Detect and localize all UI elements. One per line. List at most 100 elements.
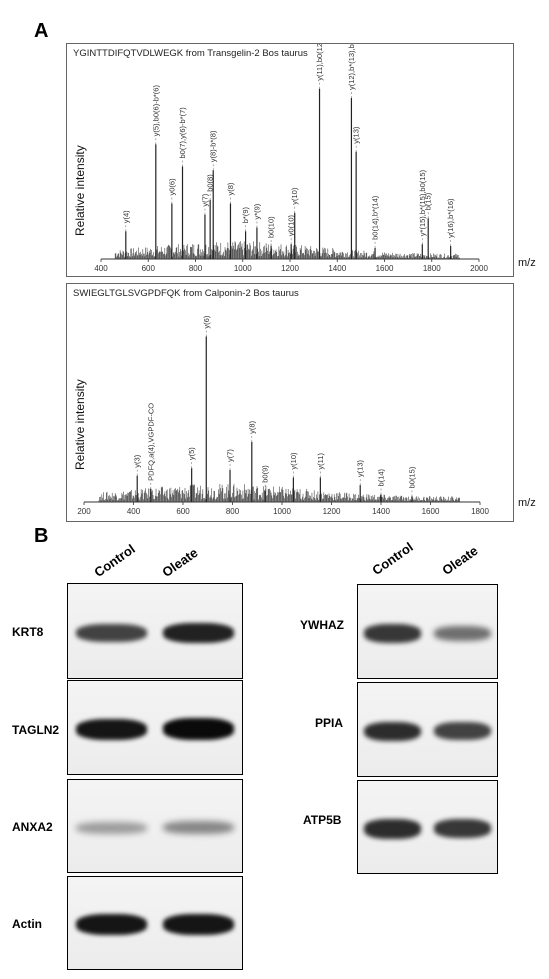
- spectrum-2-peak-label: y(11): [316, 453, 325, 470]
- spectrum-2-tick-label: 400: [127, 507, 141, 516]
- spectrum-2-peak-label: y(13): [356, 459, 365, 477]
- spectrum-1-peak-label: b0(14),b*(14): [371, 195, 380, 240]
- spectrum-1-peak-label: y(8)-b*(8): [209, 130, 218, 162]
- blot-label-atp5b: ATP5B: [303, 813, 342, 827]
- spectrum-1-peak-label: y(4): [121, 210, 130, 223]
- spectrum-2-peak-label: y(7): [226, 449, 235, 462]
- spectrum-2-noise: [98, 483, 461, 502]
- spectrum-1-protein: Transgelin-2 Bos taurus: [207, 48, 308, 59]
- spectrum-2-tick-label: 1000: [273, 507, 291, 516]
- spectrum-1-tick-label: 1200: [281, 264, 299, 273]
- panel-b-letter: B: [34, 525, 49, 547]
- spectrum-1-tick-label: 2000: [470, 264, 488, 273]
- blot-label-krt8: KRT8: [12, 625, 44, 639]
- spectrum-2-protein: Calponin-2 Bos taurus: [204, 288, 299, 299]
- blot-krt8: [67, 583, 243, 679]
- spectrum-2-peak-label: b0(15): [407, 466, 416, 488]
- blot-band: [162, 622, 235, 644]
- blot-label-ywhaz: YWHAZ: [300, 618, 344, 632]
- spectrum-1-tick-label: 600: [142, 264, 156, 273]
- spectrum-2-title: SWIEGLTGLSVGPDFQK from Calponin-2 Bos ta…: [73, 288, 299, 299]
- spectrum-2-peak-label: b(14): [377, 468, 386, 486]
- spectrum-2-peak-label: PDFQ,a(4),VGPDF-CO: [146, 403, 155, 481]
- blot-label-ppia: PPIA: [315, 716, 344, 730]
- spectrum-1-peak-label: b0(8): [206, 174, 215, 192]
- blot-band: [433, 722, 491, 741]
- blot-band: [364, 819, 422, 839]
- spectrum-1-title: YGINTTDIFQTVDLWEGK from Transgelin-2 Bos…: [73, 48, 308, 59]
- spectrum-2-tick-label: 1400: [372, 507, 390, 516]
- blot-anxa2: [67, 779, 243, 873]
- spectrum-1-peak-label: y(13): [352, 126, 361, 144]
- spectrum-1-tick-label: 1400: [328, 264, 346, 273]
- spectrum-1-peak-label: y(16),b*(16): [446, 198, 455, 238]
- spectrum-2-frame: SWIEGLTGLSVGPDFQK from Calponin-2 Bos ta…: [66, 283, 514, 522]
- spectrum-1-peak-label: y(7): [200, 193, 209, 206]
- spectrum-1-peak-label: y(12),b*(13),b0(13): [347, 44, 356, 90]
- spectrum-1-from: from: [183, 48, 208, 59]
- spectrum-2-peak-label: y(8): [247, 420, 256, 433]
- spectrum-1-peak-label: y0(6): [167, 178, 176, 196]
- blot-band: [75, 718, 148, 740]
- spectrum-1-peak-label: b(15): [424, 192, 433, 210]
- blot-band: [75, 623, 148, 642]
- spectrum-2-tick-label: 1600: [422, 507, 440, 516]
- blot-band: [75, 914, 148, 936]
- spectrum-1-peak-label: b0(7),y(6)-b*(7): [178, 107, 187, 159]
- blot-label-tagln2: TAGLN2: [12, 723, 60, 737]
- spectrum-2-tick-label: 200: [77, 507, 91, 516]
- blot-band: [364, 623, 422, 643]
- spectrum-2-peak-label: b0(9): [261, 465, 270, 483]
- blot-label-actin: Actin: [12, 917, 42, 931]
- spectrum-2-tick-label: 1200: [323, 507, 341, 516]
- spectrum-1-peak-label: b0(10): [267, 216, 276, 238]
- spectrum-1-peak-label: b*(9): [241, 206, 250, 223]
- spectrum-2-from: from: [180, 288, 205, 299]
- blot-band: [162, 718, 235, 741]
- spectrum-2-tick-label: 800: [226, 507, 240, 516]
- spectrum-2-peak-label: y(3): [133, 454, 142, 467]
- right-col-oleate: Oleate: [439, 542, 481, 578]
- blot-label-anxa2: ANXA2: [12, 820, 53, 834]
- spectrum-2-peak-label: y(5): [187, 447, 196, 460]
- blot-ywhaz: [357, 584, 498, 679]
- spectrum-1-sequence: YGINTTDIFQTVDLWEGK: [73, 48, 184, 59]
- blot-band: [162, 821, 235, 835]
- spectrum-2-peak-label: y(10): [289, 452, 298, 470]
- spectrum-1-tick-label: 1800: [423, 264, 441, 273]
- spectrum-1-mz-label: m/z: [518, 257, 536, 269]
- blot-band: [162, 914, 235, 936]
- spectrum-1-plot: 400 600 800 1000 1200 1400 1600 1800 2000 y(4) y(5…: [94, 44, 488, 273]
- right-col-control: Control: [369, 539, 416, 578]
- spectrum-2-plot: 200 400 600 800 1000 1200 1400 1600 1800 y(3) PDFQ…: [77, 315, 489, 516]
- panel-a-letter: A: [34, 20, 49, 42]
- spectrum-2-tick-label: 600: [176, 507, 190, 516]
- spectrum-2-peak-label: y(6): [202, 315, 211, 328]
- spectrum-1-peak-label: y(8): [226, 182, 235, 195]
- left-col-control: Control: [91, 541, 138, 580]
- blot-band: [364, 721, 422, 742]
- spectrum-1-tick-label: 1000: [234, 264, 252, 273]
- spectrum-1-peak-label: y*(15),b*(15),b0(15): [418, 169, 427, 236]
- blot-band: [433, 625, 491, 641]
- spectrum-1-peak-label: y*(9): [252, 203, 261, 219]
- spectrum-1-noise: [114, 241, 460, 259]
- spectrum-1-tick-label: 1600: [376, 264, 394, 273]
- spectrum-1-peak-label: y(10): [290, 187, 299, 205]
- spectrum-2-sequence: SWIEGLTGLSVGPDFQK: [73, 288, 181, 299]
- blot-actin: [67, 876, 243, 970]
- spectrum-1-tick-label: 800: [189, 264, 203, 273]
- spectrum-2-mz-label: m/z: [518, 497, 536, 509]
- spectrum-1-tick-label: 400: [94, 264, 108, 273]
- spectrum-2-tick-label: 1800: [471, 507, 489, 516]
- blot-atp5b: [357, 780, 498, 874]
- blot-band: [433, 819, 491, 839]
- spectrum-1-peak-label: y(11),b0(12): [315, 44, 324, 81]
- blot-tagln2: [67, 680, 243, 775]
- blot-band: [75, 822, 148, 834]
- blot-ppia: [357, 682, 498, 777]
- left-col-oleate: Oleate: [159, 544, 201, 580]
- spectrum-1-peak-label: y0(10): [287, 214, 296, 236]
- spectrum-1-peak-label: y(5),b0(6)-b*(6): [151, 85, 160, 137]
- spectrum-1-frame: YGINTTDIFQTVDLWEGK from Transgelin-2 Bos…: [66, 43, 514, 277]
